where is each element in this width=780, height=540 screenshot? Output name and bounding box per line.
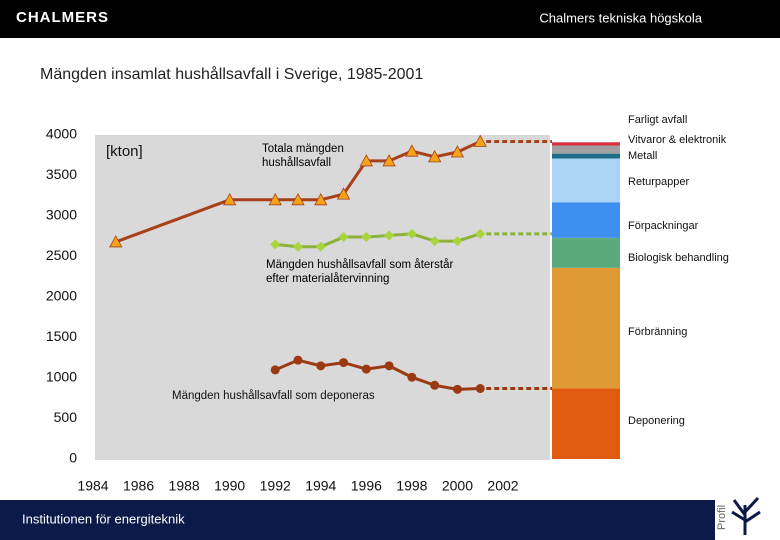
marker	[314, 192, 328, 206]
x-tick-label: 2000	[442, 478, 473, 494]
marker	[293, 355, 303, 365]
marker	[109, 235, 123, 248]
marker	[475, 228, 486, 239]
bar-segment	[552, 202, 620, 238]
marker	[291, 192, 305, 206]
marker	[338, 232, 349, 243]
logo: CHALMERS	[16, 9, 109, 26]
legend-label: Förbränning	[628, 326, 687, 338]
marker	[452, 236, 463, 247]
marker	[382, 154, 396, 167]
annotation: Mängden hushållsavfall som återstår efte…	[266, 259, 454, 285]
x-tick-label: 2002	[487, 478, 518, 494]
marker	[222, 192, 237, 206]
marker	[316, 361, 326, 371]
annotation-box: Mängden hushållsavfall som återstår efte…	[266, 259, 454, 285]
marker	[429, 236, 440, 247]
unit-label: [kton]	[106, 143, 143, 160]
marker	[405, 144, 419, 157]
legend-label: Farligt avfall	[628, 114, 687, 126]
footer-bar	[0, 500, 715, 540]
x-tick-label: 1984	[77, 478, 108, 494]
marker	[427, 150, 442, 163]
marker	[452, 384, 462, 394]
marker	[270, 365, 280, 375]
marker	[384, 230, 395, 241]
marker	[268, 192, 282, 206]
legend-label: Förpackningar	[628, 220, 699, 232]
marker	[430, 380, 440, 390]
marker	[407, 372, 417, 382]
marker	[473, 134, 487, 147]
y-tick-label: 3500	[46, 166, 77, 182]
header-bar	[0, 0, 780, 38]
legend-label: Returpapper	[628, 176, 689, 188]
marker	[270, 239, 281, 250]
y-tick-label: 1500	[46, 328, 77, 344]
marker	[315, 241, 326, 252]
marker	[475, 384, 485, 394]
x-tick-label: 1990	[214, 478, 245, 494]
x-tick-label: 1996	[351, 478, 382, 494]
bar-segment	[552, 153, 620, 159]
footer-profile: Profil	[716, 505, 728, 530]
x-tick-label: 1986	[123, 478, 154, 494]
bar-segment	[552, 388, 620, 459]
legend-label: Vitvaror & elektronik	[628, 134, 727, 146]
x-tick-label: 1988	[169, 478, 200, 494]
y-tick-label: 1000	[46, 369, 77, 385]
tree-logo	[731, 496, 761, 535]
marker	[406, 228, 417, 239]
bar-segment	[552, 142, 620, 146]
y-tick-label: 3000	[46, 207, 77, 223]
x-tick-label: 1994	[305, 478, 336, 494]
annotation-box: Totala mängden hushållsavfall	[262, 143, 344, 169]
marker	[450, 145, 465, 158]
header-subtitle: Chalmers tekniska högskola	[539, 10, 702, 25]
y-tick-label: 4000	[46, 126, 77, 142]
series-line	[275, 232, 481, 249]
y-tick-label: 0	[69, 450, 77, 466]
chart-title: Mängden insamlat hushållsavfall i Sverig…	[40, 65, 423, 83]
bar-segment	[552, 145, 620, 154]
plot-area	[95, 135, 550, 460]
bar-segment	[552, 237, 620, 268]
marker	[339, 358, 349, 368]
bar-segment	[552, 267, 620, 389]
marker	[359, 154, 374, 167]
bar-segment	[552, 158, 620, 203]
series-line	[115, 140, 481, 244]
marker	[293, 241, 303, 252]
marker	[384, 361, 394, 371]
legend-label: Biologisk behandling	[628, 252, 729, 264]
series-line	[274, 358, 481, 391]
y-tick-label: 2000	[46, 288, 77, 304]
annotation: Mängden hushållsavfall som deponeras	[172, 390, 375, 402]
legend-label: Deponering	[628, 415, 685, 427]
marker	[361, 364, 371, 374]
legend-label: Metall	[628, 150, 657, 162]
annotation: Totala mängden hushållsavfall	[262, 143, 344, 169]
y-tick-label: 2500	[46, 247, 77, 263]
footer-department: Institutionen för energiteknik	[22, 511, 185, 526]
x-tick-label: 1998	[396, 478, 427, 494]
marker	[361, 232, 372, 243]
y-tick-label: 500	[54, 409, 78, 425]
marker	[336, 187, 351, 200]
x-tick-label: 1992	[260, 478, 291, 494]
